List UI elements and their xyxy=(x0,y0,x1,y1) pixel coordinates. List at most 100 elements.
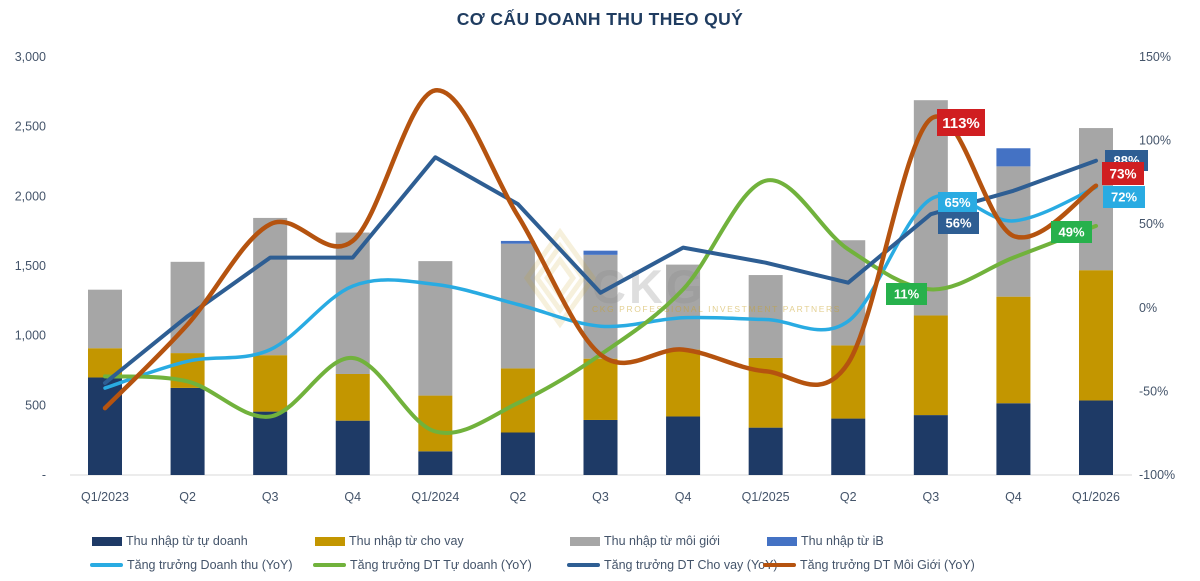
right-axis-tick-label: 50% xyxy=(1139,217,1164,231)
bar-segment xyxy=(583,250,618,255)
x-axis-category-label: Q1/2025 xyxy=(742,490,790,504)
x-axis-category-label: Q3 xyxy=(262,490,279,504)
legend-item-bar: Thu nhập từ iB xyxy=(767,534,884,548)
legend-item-line: Tăng trưởng DT Tự doanh (YoY) xyxy=(313,558,532,572)
bar-segment xyxy=(500,240,535,244)
x-axis-category-label: Q2 xyxy=(179,490,196,504)
right-axis-tick-label: -50% xyxy=(1139,384,1168,398)
bar-segment xyxy=(88,289,122,349)
legend-label: Tăng trưởng DT Tự doanh (YoY) xyxy=(350,558,532,572)
left-axis-tick-label: 500 xyxy=(25,398,46,412)
x-axis-category-label: Q4 xyxy=(675,490,692,504)
bar-segment xyxy=(418,451,453,475)
legend-item-line: Tăng trưởng DT Cho vay (YoY) xyxy=(567,558,778,572)
legend-swatch-icon xyxy=(763,563,796,567)
data-label-text: 73% xyxy=(1109,166,1136,181)
bar-segment xyxy=(1078,270,1113,401)
bar-segment xyxy=(748,427,783,475)
watermark-subtext: CKG PROFESSIONAL INVESTMENT PARTNERS xyxy=(592,304,841,314)
bar-segment xyxy=(253,217,288,356)
data-label-box xyxy=(1102,162,1144,185)
data-label-box xyxy=(886,283,927,305)
chart-title: CƠ CẤU DOANH THU THEO QUÝ xyxy=(456,9,744,29)
bar-segment xyxy=(666,349,701,417)
legend-item-bar: Thu nhập từ môi giới xyxy=(570,534,720,548)
x-axis-category-label: Q4 xyxy=(1005,490,1022,504)
legend-item-line: Tăng trưởng DT Môi Giới (YoY) xyxy=(763,558,975,572)
legend-label: Thu nhập từ cho vay xyxy=(349,534,464,548)
bar-segment xyxy=(88,377,122,475)
data-label-box xyxy=(938,192,977,213)
line-series xyxy=(102,88,1099,411)
bar-segment xyxy=(253,411,288,475)
bar-segment xyxy=(996,403,1031,475)
left-axis-tick-label: - xyxy=(42,468,46,482)
legend-label: Thu nhập từ môi giới xyxy=(604,534,720,548)
bar-segment xyxy=(500,368,535,433)
left-axis-tick-label: 2,500 xyxy=(15,120,46,134)
data-label-text: 72% xyxy=(1111,190,1137,205)
data-label-text: 49% xyxy=(1058,225,1084,240)
data-label-text: 65% xyxy=(944,195,970,210)
legend-label: Tăng trưởng DT Môi Giới (YoY) xyxy=(800,558,975,572)
legend-label: Thu nhập từ tự doanh xyxy=(126,534,248,548)
right-axis-tick-label: 100% xyxy=(1139,134,1171,148)
bar-segment xyxy=(666,416,701,475)
legend-item-bar: Thu nhập từ cho vay xyxy=(315,534,464,548)
x-axis-category-label: Q4 xyxy=(344,490,361,504)
bar-segment xyxy=(170,387,205,475)
right-axis-tick-label: -100% xyxy=(1139,468,1175,482)
data-label-box xyxy=(1051,221,1092,243)
bar-segment xyxy=(996,148,1031,167)
bar-segment xyxy=(335,232,370,374)
legend-label: Tăng trưởng DT Cho vay (YoY) xyxy=(604,558,778,572)
left-axis-tick-label: 1,000 xyxy=(15,329,46,343)
legend-swatch-icon xyxy=(92,536,122,546)
legend-swatch-icon xyxy=(313,563,346,567)
left-axis-tick-label: 1,500 xyxy=(15,259,46,273)
data-label-box xyxy=(938,212,979,234)
bar-segment xyxy=(1078,400,1113,475)
bar-segment xyxy=(500,432,535,475)
left-axis-tick-label: 3,000 xyxy=(15,50,46,64)
left-axis-tick-label: 2,000 xyxy=(15,189,46,203)
bar-segment xyxy=(913,315,948,416)
legend-swatch-icon xyxy=(567,563,600,567)
bar-segment xyxy=(583,358,618,420)
bar-segment xyxy=(748,275,783,358)
data-label-text: 11% xyxy=(894,287,920,302)
line-series xyxy=(103,155,1098,385)
legend-item-bar: Thu nhập từ tự doanh xyxy=(92,534,248,548)
x-axis-category-label: Q1/2024 xyxy=(411,490,459,504)
legend-swatch-icon xyxy=(570,536,600,546)
right-axis-tick-label: 150% xyxy=(1139,50,1171,64)
bar-segment xyxy=(666,264,701,350)
data-label-box xyxy=(1103,186,1145,208)
bar-segment xyxy=(831,345,866,419)
legend-label: Tăng trưởng Doanh thu (YoY) xyxy=(127,558,293,572)
legend-label: Thu nhập từ iB xyxy=(801,534,884,548)
x-axis-category-label: Q2 xyxy=(510,490,527,504)
bar-segment xyxy=(996,296,1031,404)
bar-segment xyxy=(253,355,288,412)
legend-swatch-icon xyxy=(90,563,123,567)
data-label-text: 113% xyxy=(942,115,980,132)
watermark-diamond-icon xyxy=(523,227,597,329)
bar-segment xyxy=(335,420,370,475)
x-axis-category-label: Q3 xyxy=(922,490,939,504)
x-axis-category-label: Q1/2023 xyxy=(81,490,129,504)
line-series xyxy=(103,185,1098,390)
right-axis-tick-label: 0% xyxy=(1139,301,1157,315)
legend-swatch-icon xyxy=(767,536,797,546)
bar-segment xyxy=(335,373,370,421)
data-label-text: 56% xyxy=(945,216,971,231)
legend-swatch-icon xyxy=(315,536,345,546)
x-axis-category-label: Q3 xyxy=(592,490,609,504)
x-axis-category-label: Q1/2026 xyxy=(1072,490,1120,504)
bar-segment xyxy=(913,415,948,475)
data-label-box xyxy=(937,109,985,136)
bar-segment xyxy=(583,419,618,475)
legend-item-line: Tăng trưởng Doanh thu (YoY) xyxy=(90,558,293,572)
